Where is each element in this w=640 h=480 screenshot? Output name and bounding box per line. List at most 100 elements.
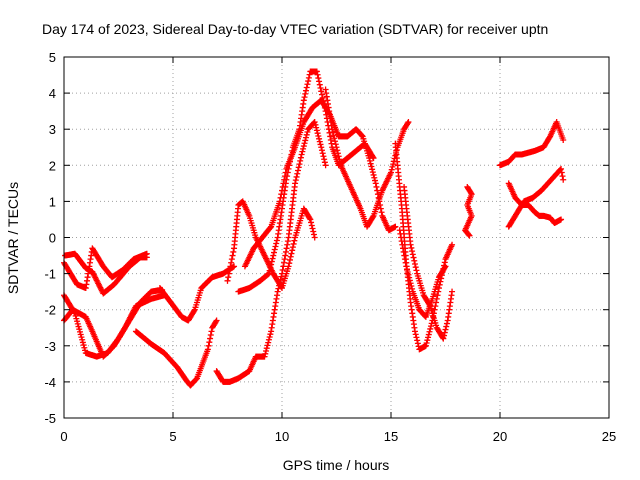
data-point <box>442 326 449 333</box>
data-point <box>267 331 274 338</box>
data-point <box>337 159 344 166</box>
data-point <box>441 332 448 339</box>
data-point <box>289 244 296 251</box>
data-point <box>282 248 289 255</box>
data-point <box>424 337 431 344</box>
series-track-q <box>505 165 567 230</box>
data-point <box>290 240 297 247</box>
data-point <box>315 75 322 82</box>
data-point <box>224 277 231 284</box>
data-point <box>403 263 410 270</box>
data-point <box>388 169 394 176</box>
data-point <box>367 160 374 167</box>
data-point <box>443 323 450 330</box>
data-point <box>271 249 278 256</box>
data-point <box>262 350 269 357</box>
data-point <box>313 127 320 134</box>
data-point <box>449 288 456 295</box>
data-point <box>422 342 429 349</box>
data-point <box>411 260 418 267</box>
data-point <box>292 177 299 184</box>
data-point <box>281 176 288 183</box>
data-point <box>408 244 415 251</box>
series-track-o <box>462 183 475 239</box>
series-track-h <box>224 198 318 292</box>
data-point <box>310 228 317 235</box>
data-point <box>301 94 308 101</box>
data-point <box>327 133 334 140</box>
data-point <box>206 339 213 346</box>
data-point <box>409 248 416 255</box>
data-point <box>304 81 311 88</box>
data-point <box>305 78 312 85</box>
data-point <box>336 156 343 163</box>
chart-title: Day 174 of 2023, Sidereal Day-to-day VTE… <box>42 21 548 37</box>
data-point <box>300 145 307 152</box>
data-point <box>267 264 274 271</box>
data-point <box>301 140 308 147</box>
data-point <box>281 256 288 263</box>
data-point <box>432 303 439 310</box>
data-point <box>372 180 379 187</box>
data-point <box>268 258 275 265</box>
data-points <box>61 68 567 389</box>
data-point <box>265 270 272 277</box>
data-point <box>399 241 406 248</box>
data-point <box>358 132 365 139</box>
data-point <box>372 177 379 184</box>
data-point <box>403 266 410 273</box>
y-tick-label: -1 <box>44 267 56 282</box>
data-point <box>327 137 334 144</box>
series-track-j <box>241 97 399 270</box>
data-point <box>409 251 416 258</box>
data-point <box>378 209 385 216</box>
y-tick-label: -5 <box>44 411 56 426</box>
y-tick-label: 0 <box>49 231 56 246</box>
data-point <box>305 74 312 81</box>
data-point <box>314 130 321 137</box>
data-point <box>317 141 324 148</box>
data-point <box>377 205 384 212</box>
data-point <box>311 234 318 241</box>
data-point <box>329 126 336 133</box>
data-point <box>277 194 284 201</box>
data-point <box>406 274 413 281</box>
data-point <box>281 173 288 180</box>
data-point <box>276 198 283 205</box>
data-point <box>212 318 219 325</box>
data-point <box>295 164 302 171</box>
data-point <box>273 240 280 247</box>
data-point <box>311 118 318 125</box>
y-tick-label: 2 <box>49 158 56 173</box>
data-point <box>398 234 405 241</box>
data-point <box>389 163 396 170</box>
data-point <box>279 266 286 273</box>
data-point <box>302 134 309 141</box>
data-point <box>369 169 376 176</box>
data-point <box>449 241 456 248</box>
y-tick-label: -3 <box>44 339 56 354</box>
data-point <box>433 299 440 306</box>
data-point <box>297 157 304 164</box>
data-point <box>390 161 397 168</box>
data-point <box>143 250 150 257</box>
data-point <box>441 329 448 336</box>
data-point <box>285 263 292 270</box>
y-axis-label: SDTVAR / TECUs <box>5 182 21 294</box>
x-tick-label: 25 <box>602 429 616 444</box>
series-track-e <box>132 317 220 389</box>
data-point <box>335 153 342 160</box>
data-point <box>440 335 447 342</box>
data-point <box>435 285 442 292</box>
data-point <box>280 180 287 187</box>
data-point <box>266 333 273 340</box>
data-point <box>407 241 414 248</box>
data-point <box>412 331 419 338</box>
data-point <box>270 252 277 259</box>
data-point <box>371 174 378 181</box>
data-point <box>299 148 306 155</box>
data-point <box>280 259 287 266</box>
data-point <box>412 264 419 271</box>
x-tick-label: 15 <box>384 429 398 444</box>
data-point <box>334 147 341 154</box>
